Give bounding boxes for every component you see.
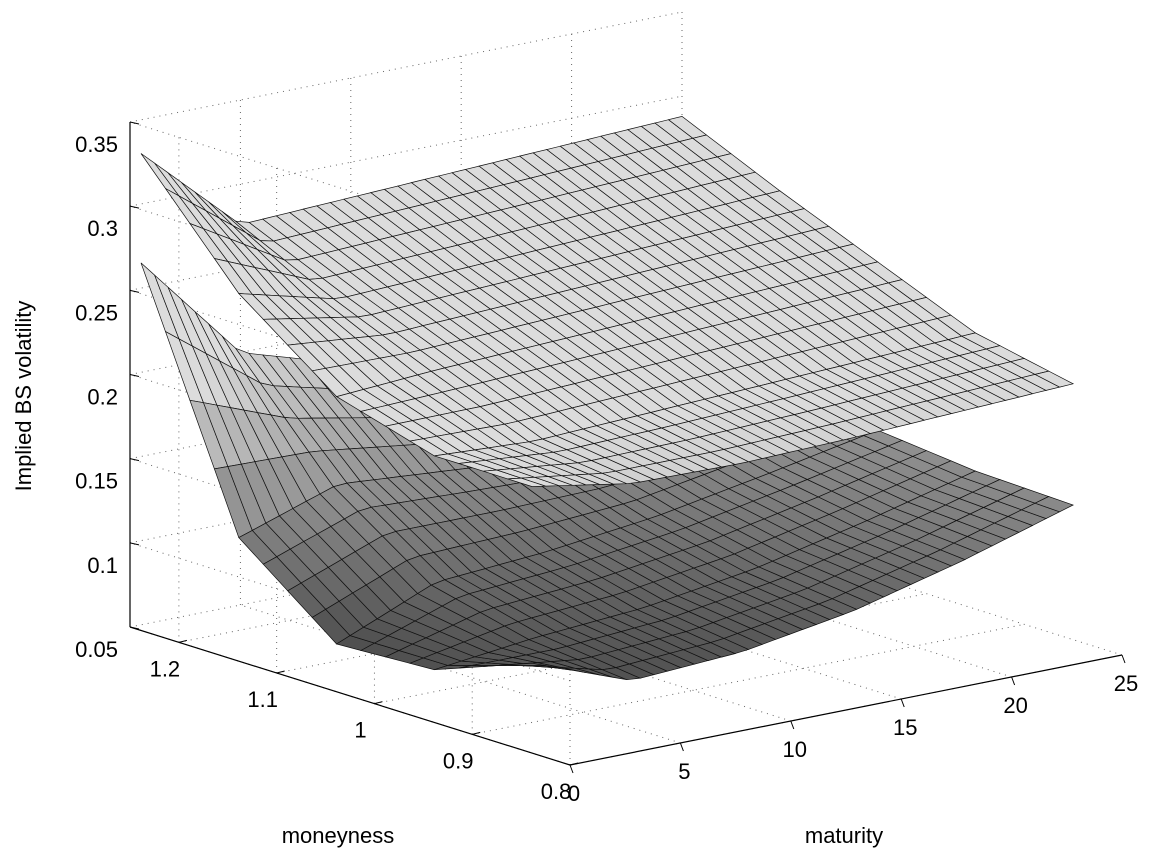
z-tick-mark (129, 289, 140, 293)
x-axis-label: maturity (805, 823, 883, 848)
z-axis-label: Implied BS volatility (11, 301, 36, 492)
y-tick-mark (569, 762, 579, 766)
grid-line (129, 458, 571, 598)
z-tick-label: 0.2 (87, 385, 118, 410)
z-tick-mark (129, 374, 140, 377)
y-tick-label: 1.1 (247, 687, 278, 712)
y-tick-label: 0.9 (443, 748, 474, 773)
x-axis-line (569, 654, 1123, 766)
z-tick-label: 0.05 (75, 637, 118, 662)
y-tick-mark (472, 731, 481, 735)
surfaces (140, 116, 1075, 681)
x-tick-label: 15 (893, 715, 917, 740)
y-tick-label: 1 (354, 718, 366, 743)
surface-patch (1034, 370, 1075, 388)
grid-line (129, 121, 571, 261)
y-tick-mark (276, 670, 285, 674)
x-tick-label: 10 (783, 737, 807, 762)
grid-line (129, 542, 571, 682)
x-tick-label: 0 (568, 781, 580, 806)
y-tick-label: 1.2 (150, 656, 181, 681)
y-axis-label: moneyness (282, 823, 395, 848)
tick-labels: 0 5 10 15 20 25 0.8 0.9 1 1.1 1.2 0.05 0.1 0.15 0.2 0.2… (75, 132, 1138, 806)
y-tick-mark (374, 701, 383, 705)
z-tick-mark (129, 205, 140, 209)
x-tick-mark (1011, 676, 1016, 686)
grid-line (240, 604, 681, 744)
axes (129, 121, 1126, 774)
grid-line (129, 289, 571, 429)
x-tick-mark (1121, 654, 1126, 664)
y-tick-mark (178, 639, 188, 643)
surface-series-1 (140, 116, 1075, 487)
x-tick-label: 25 (1114, 671, 1138, 696)
z-tick-label: 0.3 (87, 216, 118, 241)
x-tick-label: 20 (1003, 693, 1027, 718)
x-tick-mark (679, 742, 684, 752)
z-tick-label: 0.35 (75, 132, 118, 157)
x-tick-mark (900, 698, 905, 708)
z-tick-label: 0.25 (75, 300, 118, 325)
x-tick-label: 5 (678, 759, 690, 784)
x-tick-mark (569, 764, 574, 774)
x-tick-mark (790, 720, 795, 730)
surface-patch (1034, 496, 1074, 513)
y-tick-label: 0.8 (541, 779, 572, 804)
z-tick-label: 0.1 (87, 553, 118, 578)
z-tick-label: 0.15 (75, 469, 118, 494)
surface-patch (140, 153, 180, 197)
z-tick-mark (129, 542, 140, 546)
z-tick-mark (129, 626, 140, 630)
y-axis-line (129, 626, 571, 766)
grid-line (129, 11, 683, 123)
z-tick-mark (129, 121, 140, 125)
z-tick-mark (129, 458, 140, 462)
